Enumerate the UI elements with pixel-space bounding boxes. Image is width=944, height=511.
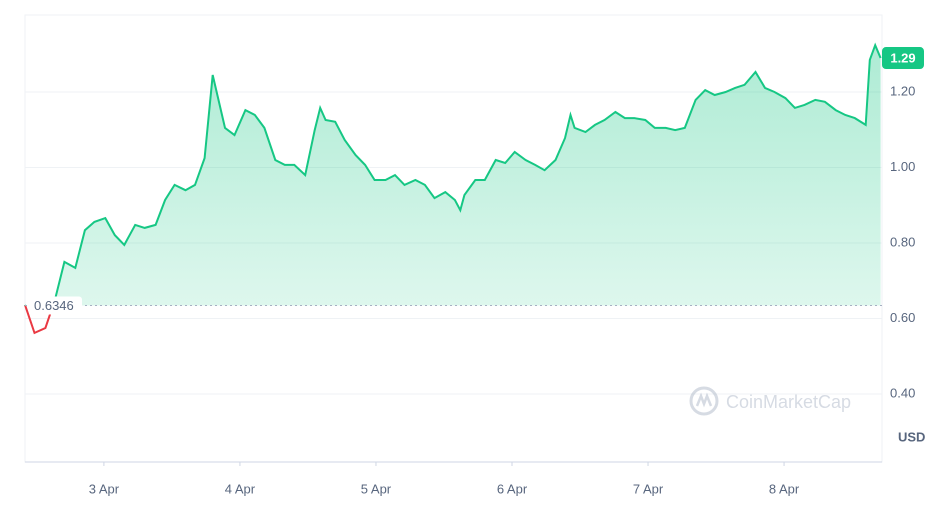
x-tick-label: 7 Apr xyxy=(633,481,664,496)
y-tick-label: 1.20 xyxy=(890,83,915,98)
plot: 0.40 0.60 0.80 1.00 1.20 3 Apr 4 Apr 5 Apr 6 Apr… xyxy=(24,14,924,496)
y-tick-label: 1.00 xyxy=(890,159,915,174)
y-tick-label: 0.60 xyxy=(890,310,915,325)
x-tick-label: 5 Apr xyxy=(361,481,392,496)
x-tick-label: 3 Apr xyxy=(89,481,120,496)
price-line xyxy=(24,42,882,306)
watermark-text: CoinMarketCap xyxy=(726,392,851,412)
baseline-label: 0.6346 xyxy=(34,298,74,313)
price-area xyxy=(25,45,881,306)
y-tick-label: 0.80 xyxy=(890,234,915,249)
x-tick-label: 4 Apr xyxy=(225,481,256,496)
y-tick-label: 0.40 xyxy=(890,385,915,400)
currency-label: USD xyxy=(898,429,925,444)
x-tick-label: 8 Apr xyxy=(769,481,800,496)
baseline-label-bg xyxy=(30,296,82,315)
x-tick-label: 6 Apr xyxy=(497,481,528,496)
watermark: CoinMarketCap xyxy=(689,386,851,416)
current-price-label: 1.29 xyxy=(890,50,915,65)
current-price-tag xyxy=(882,47,924,70)
